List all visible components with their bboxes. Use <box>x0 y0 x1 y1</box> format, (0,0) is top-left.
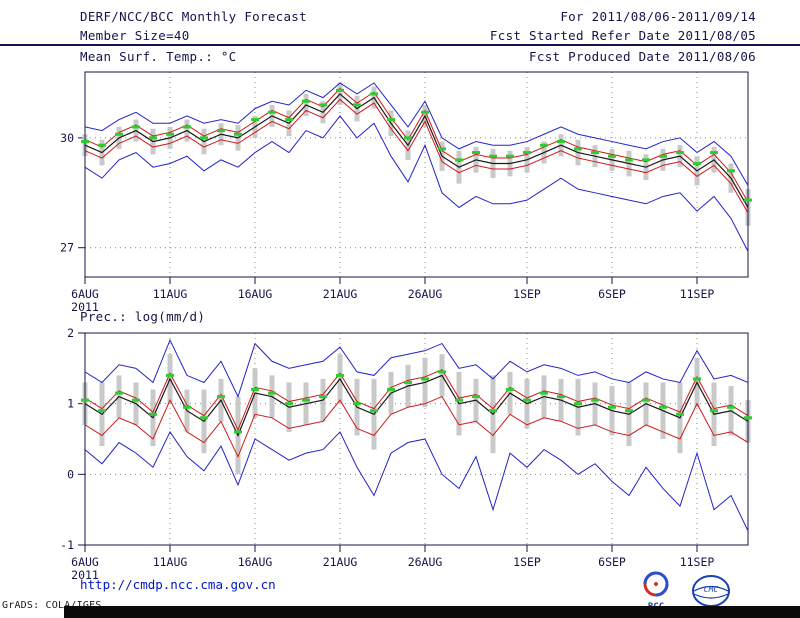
header-row-3: Mean Surf. Temp.: °C Fcst Produced Date … <box>80 49 756 64</box>
svg-text:-1: -1 <box>60 538 74 552</box>
svg-text:6SEP: 6SEP <box>598 287 626 301</box>
svg-text:30: 30 <box>60 131 74 145</box>
cma-logo-latitude-lower <box>693 593 729 599</box>
bottom-bar <box>64 606 800 618</box>
svg-text:11SEP: 11SEP <box>680 555 715 569</box>
grads-credit: GrADS: COLA/IGES <box>2 600 102 611</box>
bcc-logo: BCC <box>643 571 669 611</box>
precip-chart-title: Prec.: log(mm/d) <box>80 309 206 324</box>
temp-chart-title: Mean Surf. Temp.: °C <box>80 49 237 64</box>
svg-text:11AUG: 11AUG <box>153 555 188 569</box>
svg-text:11SEP: 11SEP <box>680 287 715 301</box>
cmdp-link[interactable]: http://cmdp.ncc.cma.gov.cn <box>80 577 276 592</box>
cma-logo: CMC <box>692 575 730 607</box>
header-row-2: Member Size=40 Fcst Started Refer Date 2… <box>80 28 756 43</box>
svg-text:6AUG: 6AUG <box>71 555 99 569</box>
svg-text:6AUG: 6AUG <box>71 287 99 301</box>
member-size-label: Member Size=40 <box>80 28 190 43</box>
header-divider <box>0 44 800 46</box>
svg-text:2011: 2011 <box>71 568 99 580</box>
page-title: DERF/NCC/BCC Monthly Forecast <box>80 9 307 24</box>
svg-text:2: 2 <box>67 326 74 340</box>
svg-text:21AUG: 21AUG <box>323 555 358 569</box>
svg-text:26AUG: 26AUG <box>408 287 443 301</box>
bcc-logo-center-dot <box>654 582 658 586</box>
svg-text:11AUG: 11AUG <box>153 287 188 301</box>
refer-date-label: Fcst Started Refer Date 2011/08/05 <box>489 28 756 43</box>
header-row-1: DERF/NCC/BCC Monthly Forecast For 2011/0… <box>80 9 756 24</box>
bcc-logo-blue-swirl <box>643 571 669 597</box>
produced-date-label: Fcst Produced Date 2011/08/06 <box>529 49 756 64</box>
svg-text:6SEP: 6SEP <box>598 555 626 569</box>
forecast-range: For 2011/08/06-2011/09/14 <box>560 9 756 24</box>
svg-text:0: 0 <box>67 467 74 481</box>
svg-text:26AUG: 26AUG <box>408 555 443 569</box>
svg-text:16AUG: 16AUG <box>238 555 273 569</box>
svg-text:16AUG: 16AUG <box>238 287 273 301</box>
svg-text:1SEP: 1SEP <box>513 555 541 569</box>
svg-text:21AUG: 21AUG <box>323 287 358 301</box>
cma-logo-label: CMC <box>704 585 719 594</box>
svg-text:1: 1 <box>67 397 74 411</box>
cma-logo-latitude-upper <box>693 585 729 592</box>
svg-text:2011: 2011 <box>71 300 99 314</box>
svg-text:1SEP: 1SEP <box>513 287 541 301</box>
svg-text:27: 27 <box>60 241 74 255</box>
